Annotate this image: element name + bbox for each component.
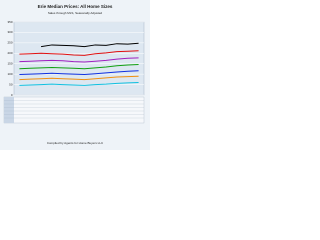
series-line xyxy=(19,64,139,70)
table-frame xyxy=(3,96,145,124)
y-tick-label: 200 xyxy=(7,51,12,55)
y-tick-label: 50 xyxy=(9,82,13,86)
chart-title: Erie Median Prices: All Home Sizes xyxy=(38,4,113,9)
chart-subtitle: Sales through MLS, Seasonally Adjusted xyxy=(48,11,103,15)
table-row-headers xyxy=(4,97,14,123)
series-line xyxy=(19,70,139,76)
series-line xyxy=(19,81,139,86)
y-tick-label: 350 xyxy=(7,20,12,24)
y-tick-label: 0 xyxy=(11,93,13,97)
y-tick-label: 300 xyxy=(7,30,12,34)
chart: Erie Median Prices: All Home Sizes Sales… xyxy=(0,0,150,150)
y-tick-label: 150 xyxy=(7,62,12,66)
series-line xyxy=(19,75,139,81)
footer: Compiled by Agents for Home Buyers LLC xyxy=(47,141,104,145)
series-line xyxy=(19,57,139,63)
series-line xyxy=(19,50,139,56)
y-tick-label: 250 xyxy=(7,41,12,45)
series-line xyxy=(41,42,139,48)
data-table xyxy=(3,96,145,124)
y-tick-label: 100 xyxy=(7,72,12,76)
